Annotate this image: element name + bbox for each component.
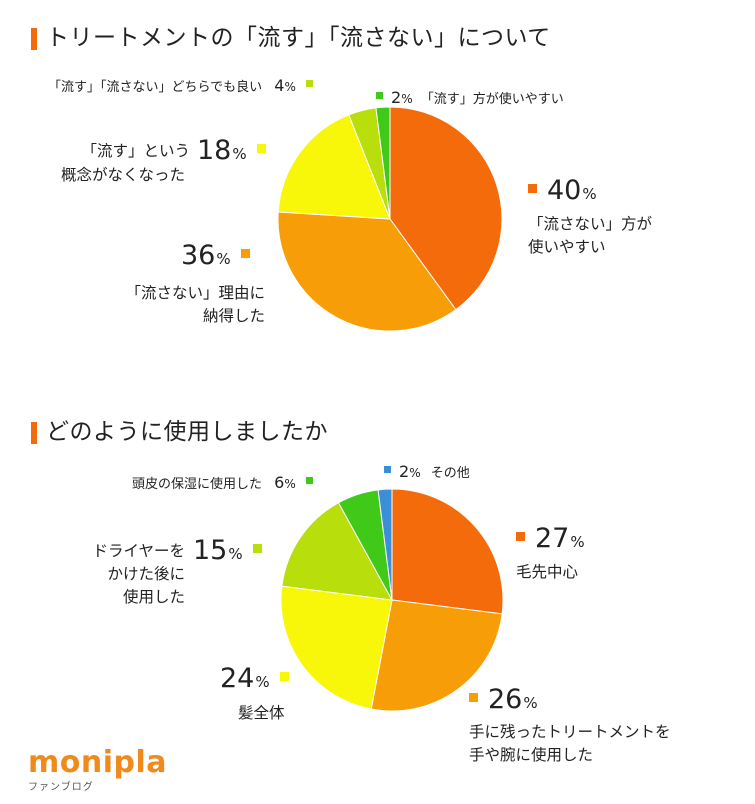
slice-value: 36 — [181, 240, 216, 271]
percent-unit: % — [216, 250, 231, 268]
percent-unit: % — [523, 694, 538, 712]
percent-unit: % — [284, 477, 296, 491]
slice-label-text: 毛先中心 — [516, 561, 578, 584]
pie-slice-5 — [377, 488, 393, 601]
percent-unit: % — [570, 533, 585, 551]
slice-label-text: 髪全体 — [238, 702, 285, 725]
slice-value: 27 — [535, 523, 570, 554]
legend-swatch — [306, 80, 313, 87]
slice-label-line: 「流す」という — [81, 142, 190, 160]
logo-subtitle: ファンブログ — [28, 782, 94, 793]
slice-label-text: 「流す」という — [81, 140, 190, 163]
slice-value: 4 — [274, 76, 285, 95]
slice-label-line: 使用した — [122, 588, 185, 606]
slice-label-line: 納得した — [202, 307, 265, 325]
monipla-logo: monipla ファンブログ — [28, 745, 168, 794]
title-accent-bar — [31, 422, 37, 444]
legend-swatch — [279, 672, 289, 681]
pie-slice-3 — [281, 502, 393, 601]
slice-label-line: 手や腕に使用した — [469, 746, 594, 764]
slice-value: 15 — [193, 535, 228, 566]
percent-unit: % — [582, 185, 597, 203]
legend-swatch — [376, 92, 383, 99]
slice-label: 2% その他 — [384, 463, 470, 483]
legend-swatch — [256, 144, 266, 153]
slice-label-value: 26% — [469, 685, 538, 718]
slice-label-line: 「流さない」理由に — [125, 284, 265, 302]
slice-value: 2 — [391, 88, 402, 107]
slice-label-text: 手に残ったトリートメントを 手や腕に使用した — [469, 721, 671, 767]
slice-label-line: 毛先中心 — [516, 563, 579, 581]
pie-slice-2 — [277, 114, 391, 220]
slice-label-line: 手に残ったトリートメントを — [469, 723, 671, 741]
legend-swatch — [305, 477, 313, 484]
pie-slice-4 — [375, 106, 391, 220]
pie-chart — [280, 488, 504, 712]
slice-label: 2% 「流す」方が使いやすい — [376, 89, 564, 109]
pie-slice-2 — [280, 585, 393, 710]
legend-swatch — [384, 466, 391, 473]
slice-label-text: 「流さない」理由に 納得した — [125, 282, 265, 328]
legend-swatch — [252, 544, 262, 553]
slice-value: 40 — [547, 175, 582, 206]
slice-label-line: かけた後に — [107, 565, 185, 583]
slice-label-text: 概念がなくなった — [61, 164, 185, 187]
pie-slice-0 — [391, 488, 504, 615]
slice-label-line: 髪全体 — [238, 704, 285, 722]
slice-value: 6 — [274, 473, 285, 492]
legend-swatch — [240, 249, 250, 258]
slice-label-value: 15% — [193, 536, 262, 569]
pie-slice-0 — [389, 106, 503, 311]
slice-label-value: 18% — [197, 136, 266, 169]
logo-wordmark: monipla — [28, 745, 168, 780]
slice-label-line: 「流す」「流さない」どちらでも良い — [48, 80, 263, 95]
slice-label-text: ドライヤーを かけた後に 使用した — [92, 540, 185, 609]
slice-value: 24 — [220, 663, 255, 694]
chart-title: どのように使用しましたか — [46, 419, 328, 445]
slice-label-line: 頭皮の保湿に使用した — [132, 477, 263, 492]
legend-swatch — [469, 693, 478, 702]
percent-unit: % — [228, 545, 243, 563]
slice-label-text: 「流さない」方が 使いやすい — [528, 213, 652, 259]
slice-label: 頭皮の保湿に使用した 6% — [132, 474, 313, 494]
title-accent-bar — [31, 28, 37, 50]
percent-unit: % — [232, 145, 247, 163]
slice-label-line: その他 — [430, 466, 470, 481]
slice-label-line: 「流さない」方が — [528, 215, 653, 233]
slice-value: 18 — [197, 135, 232, 166]
slice-label-line: 概念がなくなった — [61, 166, 186, 184]
slice-label: 「流す」「流さない」どちらでも良い 4% — [48, 77, 313, 97]
legend-swatch — [528, 184, 537, 193]
slice-label-line: ドライヤーを — [92, 542, 185, 560]
percent-unit: % — [255, 673, 270, 691]
legend-swatch — [516, 532, 525, 541]
percent-unit: % — [409, 466, 421, 480]
slice-label-line: 「流す」方が使いやすい — [420, 92, 564, 107]
slice-label-line: 使いやすい — [528, 238, 606, 256]
slice-value: 26 — [488, 684, 523, 715]
slice-label-value: 24% — [220, 664, 289, 697]
slice-label-value: 27% — [516, 524, 585, 557]
chart-title: トリートメントの「流す」「流さない」について — [46, 25, 551, 51]
pie-chart — [277, 106, 503, 332]
slice-label-value: 36% — [181, 241, 250, 274]
percent-unit: % — [401, 92, 413, 106]
percent-unit: % — [284, 80, 296, 94]
slice-value: 2 — [399, 462, 410, 481]
pie-slice-1 — [277, 211, 457, 332]
slice-label-value: 40% — [528, 176, 597, 209]
pie-slice-1 — [370, 599, 503, 712]
